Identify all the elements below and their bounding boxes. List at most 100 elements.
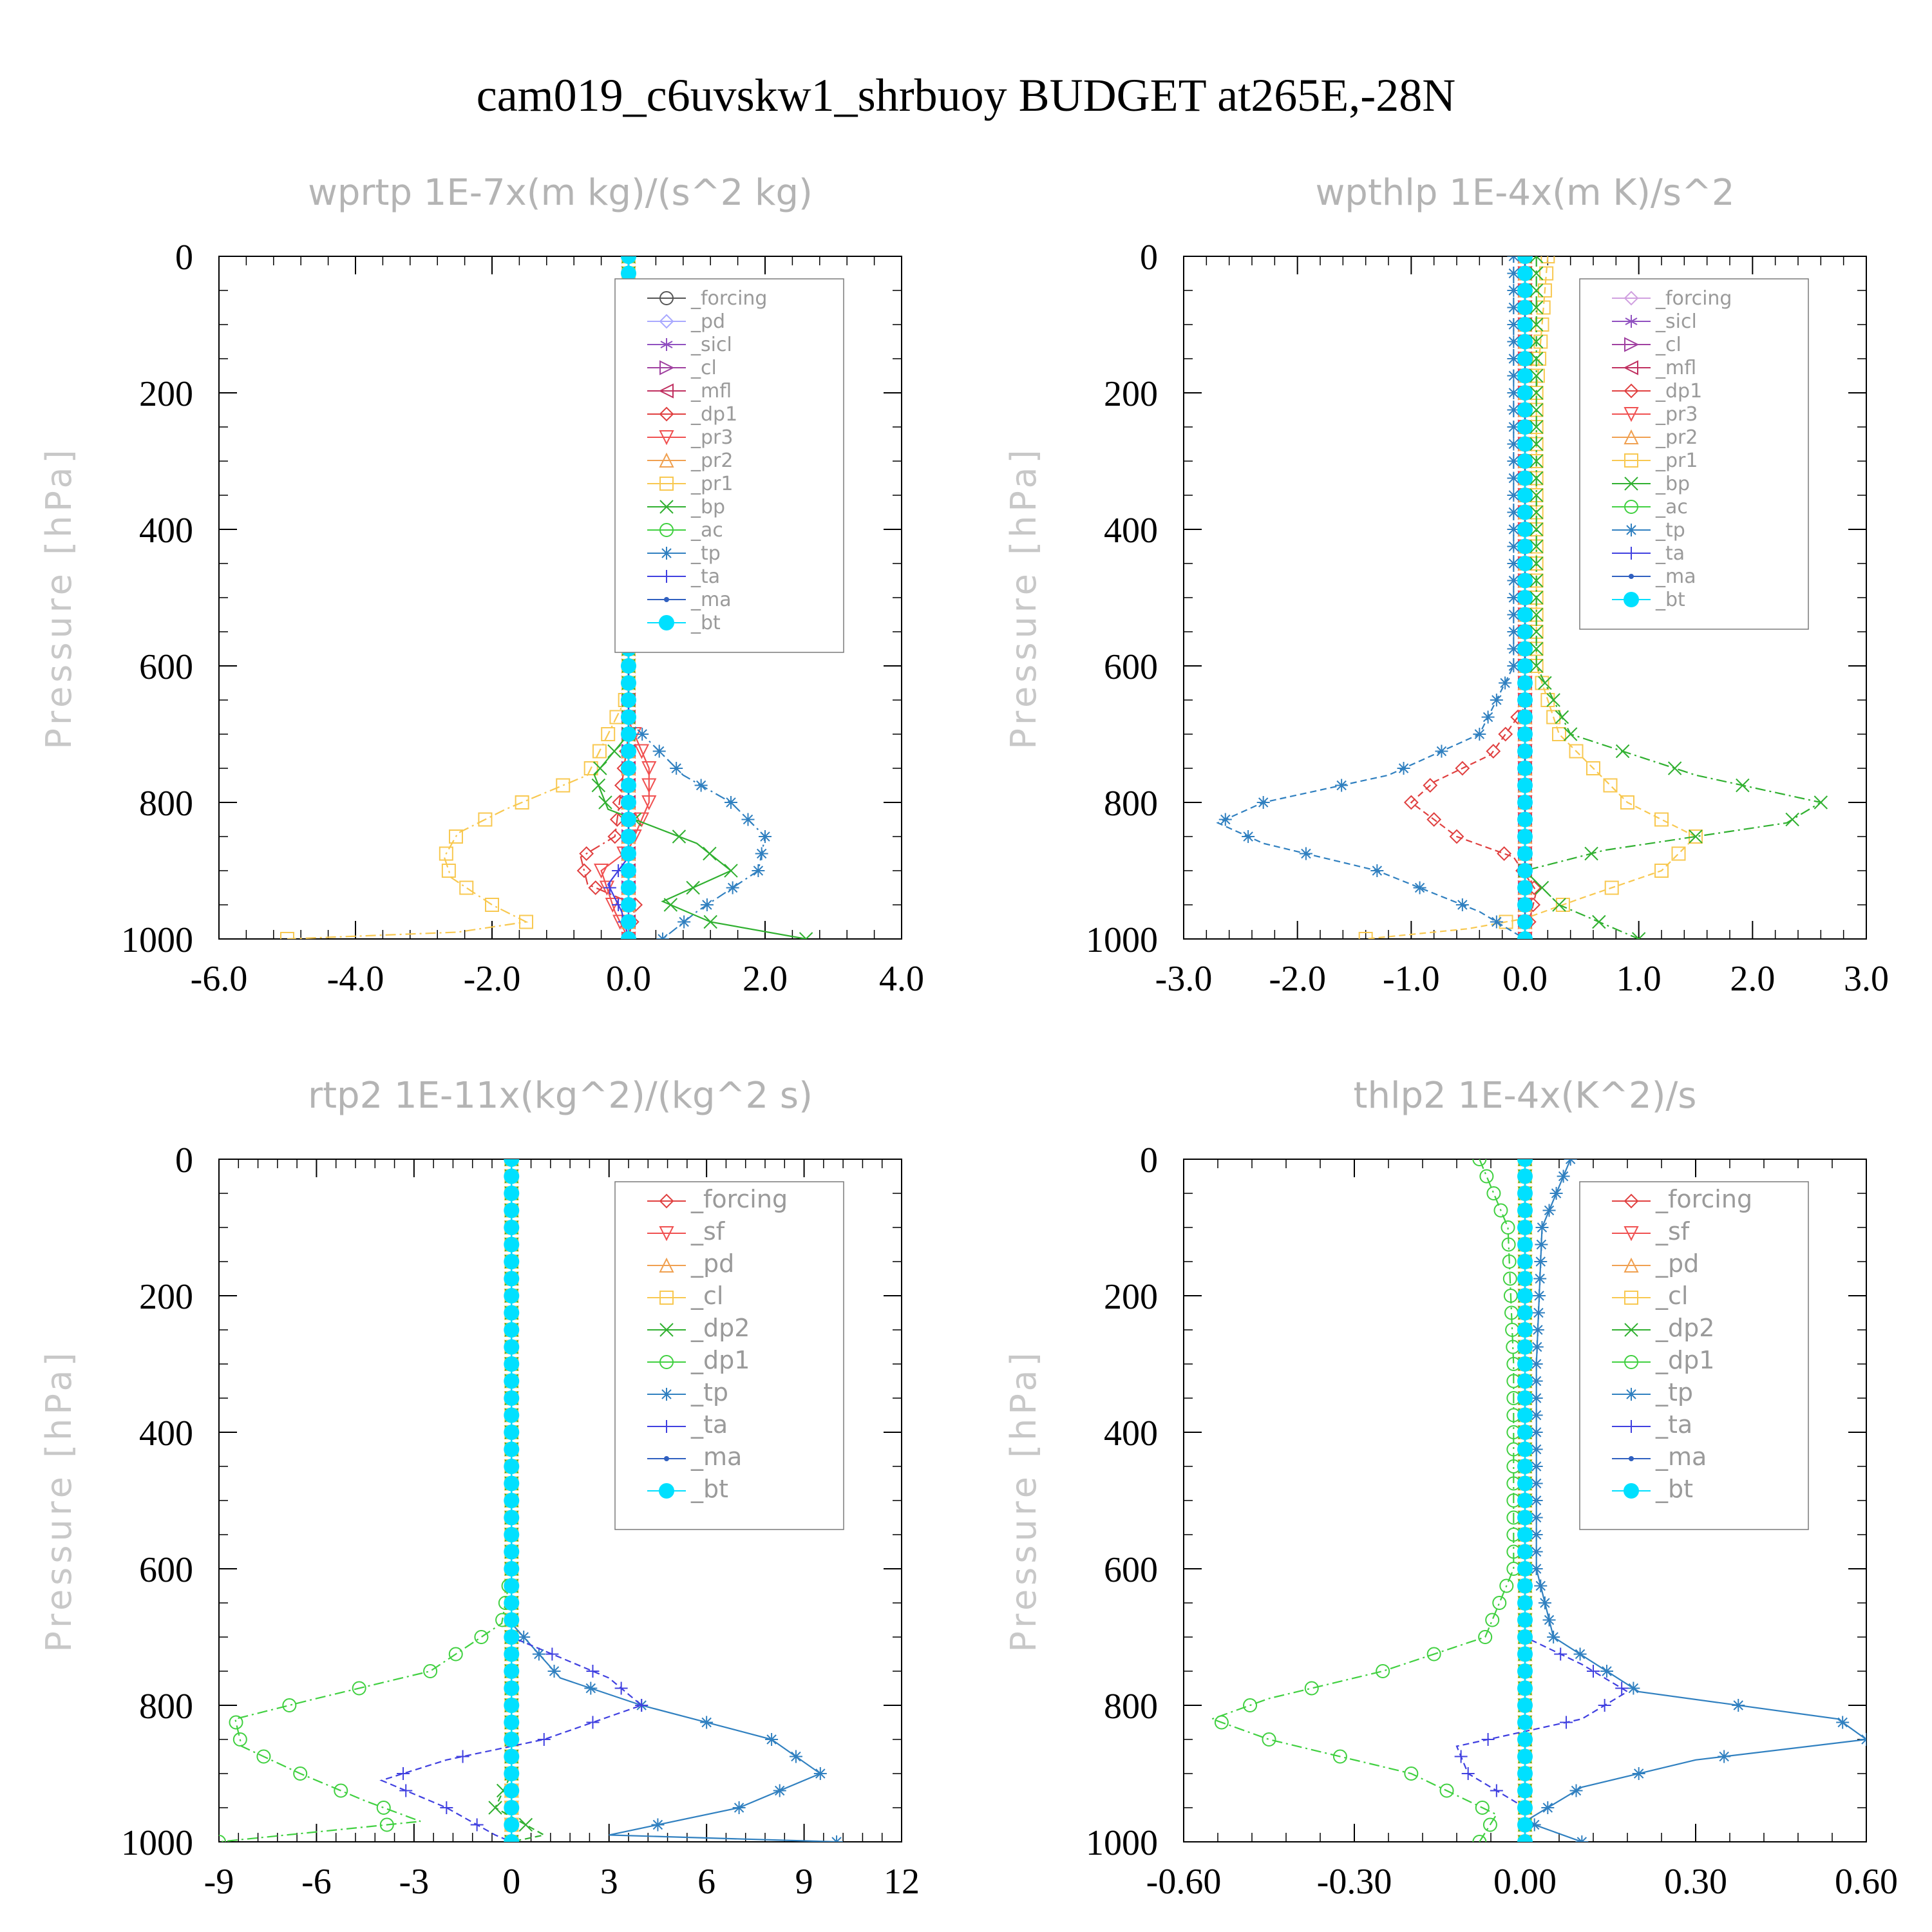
legend-label: _pr3 xyxy=(1655,403,1698,426)
legend: _forcing _sf _pd _cl _dp2 _dp1 _tp _ta _ma _bt xyxy=(614,1181,844,1530)
data-point xyxy=(1507,608,1520,621)
legend-label: _cl xyxy=(690,1282,723,1310)
x-tick-label: -0.30 xyxy=(1317,1862,1392,1902)
data-point xyxy=(1507,369,1520,383)
data-point xyxy=(1507,489,1520,502)
data-point xyxy=(1557,1170,1570,1183)
legend-item: _cl xyxy=(647,357,717,379)
legend-marker xyxy=(1624,383,1639,399)
data-point xyxy=(1454,1750,1468,1763)
x-tick-label: -3 xyxy=(399,1862,430,1902)
legend-item: _ma xyxy=(1612,1443,1707,1471)
data-point xyxy=(1667,761,1682,775)
legend-item: _forcing xyxy=(647,1185,788,1213)
data-point xyxy=(504,1646,520,1662)
data-point xyxy=(1517,829,1533,844)
x-tick-label: 1.0 xyxy=(1616,959,1662,999)
legend-item: _forcing xyxy=(1612,1185,1752,1213)
data-point xyxy=(537,1733,551,1746)
legend-item: _ma xyxy=(1612,565,1696,588)
data-point xyxy=(1530,1494,1543,1507)
data-point xyxy=(1529,352,1544,366)
legend-item: _pd xyxy=(647,310,725,333)
data-point xyxy=(504,1390,520,1406)
legend-marker xyxy=(1624,1483,1639,1499)
data-point xyxy=(1517,1714,1533,1730)
data-point xyxy=(1517,1390,1533,1406)
legend-marker xyxy=(1623,360,1638,375)
data-point xyxy=(1517,1578,1533,1594)
legend-item: _tp xyxy=(647,542,721,565)
data-point xyxy=(1535,1238,1548,1251)
data-point xyxy=(504,1356,520,1372)
data-point xyxy=(504,1236,520,1253)
data-point xyxy=(504,1493,520,1508)
data-point xyxy=(621,846,636,862)
data-point xyxy=(1732,1699,1745,1712)
y-ticks: 0 200 400 600 800 1000 xyxy=(1086,1141,1866,1863)
data-point xyxy=(1529,471,1544,486)
data-point xyxy=(1517,1459,1533,1474)
data-point xyxy=(504,1817,520,1833)
legend-item: _bt xyxy=(1612,1475,1693,1503)
data-point xyxy=(1555,898,1570,912)
data-point xyxy=(1814,795,1828,810)
data-point xyxy=(703,846,717,861)
data-point xyxy=(765,1733,779,1746)
y-tick-label: 600 xyxy=(1104,1550,1158,1590)
x-tick-label: -0.60 xyxy=(1146,1862,1222,1902)
data-point xyxy=(1530,1545,1543,1558)
data-point xyxy=(504,1373,520,1389)
data-point xyxy=(280,932,294,939)
data-point xyxy=(1604,880,1619,895)
y-tick-label: 200 xyxy=(139,374,193,414)
data-point xyxy=(1598,1699,1611,1712)
data-point xyxy=(591,778,606,793)
data-point xyxy=(1530,1358,1543,1370)
data-point xyxy=(1517,726,1533,742)
data-point xyxy=(1404,1766,1419,1781)
y-tick-label: 1000 xyxy=(121,920,193,960)
legend-label: _pd xyxy=(1655,1249,1699,1278)
data-point xyxy=(1517,641,1533,657)
x-tick-label: 0.0 xyxy=(606,959,651,999)
y-tick-label: 1000 xyxy=(1086,1823,1158,1863)
legend-marker xyxy=(660,570,673,583)
data-point xyxy=(504,1698,520,1713)
data-point xyxy=(652,744,666,758)
legend-item: _bt xyxy=(647,1475,728,1503)
data-point xyxy=(1517,1373,1533,1389)
data-point xyxy=(724,796,737,809)
data-point xyxy=(1517,624,1533,639)
data-point xyxy=(1493,1203,1508,1218)
legend-label: _pr2 xyxy=(1655,426,1698,449)
data-point xyxy=(1517,256,1533,264)
data-point xyxy=(586,1716,600,1729)
y-tick-label: 0 xyxy=(175,1141,193,1180)
legend-marker xyxy=(660,1388,673,1401)
x-tick-label: 12 xyxy=(884,1862,920,1902)
legend-item: _dp1 xyxy=(1612,1346,1714,1374)
data-point xyxy=(641,761,657,777)
data-point xyxy=(1473,728,1486,741)
data-point xyxy=(1517,1254,1533,1269)
legend-marker xyxy=(659,1355,674,1369)
legend-marker xyxy=(1624,592,1639,607)
legend-label: _sf xyxy=(690,1217,726,1245)
legend-marker xyxy=(659,360,675,375)
x-tick-label: 0 xyxy=(502,1862,520,1902)
data-point xyxy=(1538,676,1552,690)
data-point xyxy=(1517,607,1533,623)
y-axis-label: Pressure [hPa] xyxy=(1003,446,1044,749)
data-point xyxy=(586,1665,600,1678)
legend-item: _pr3 xyxy=(1612,403,1698,426)
legend-marker xyxy=(660,1420,673,1433)
data-point xyxy=(593,761,607,775)
legend-label: _bt xyxy=(690,1475,728,1503)
data-point xyxy=(1534,1579,1548,1593)
legend-item: _ta xyxy=(647,1410,728,1439)
data-point xyxy=(1517,1646,1533,1662)
legend-label: _bt xyxy=(1655,589,1685,611)
data-point xyxy=(470,1818,484,1832)
data-point xyxy=(1517,1271,1533,1287)
